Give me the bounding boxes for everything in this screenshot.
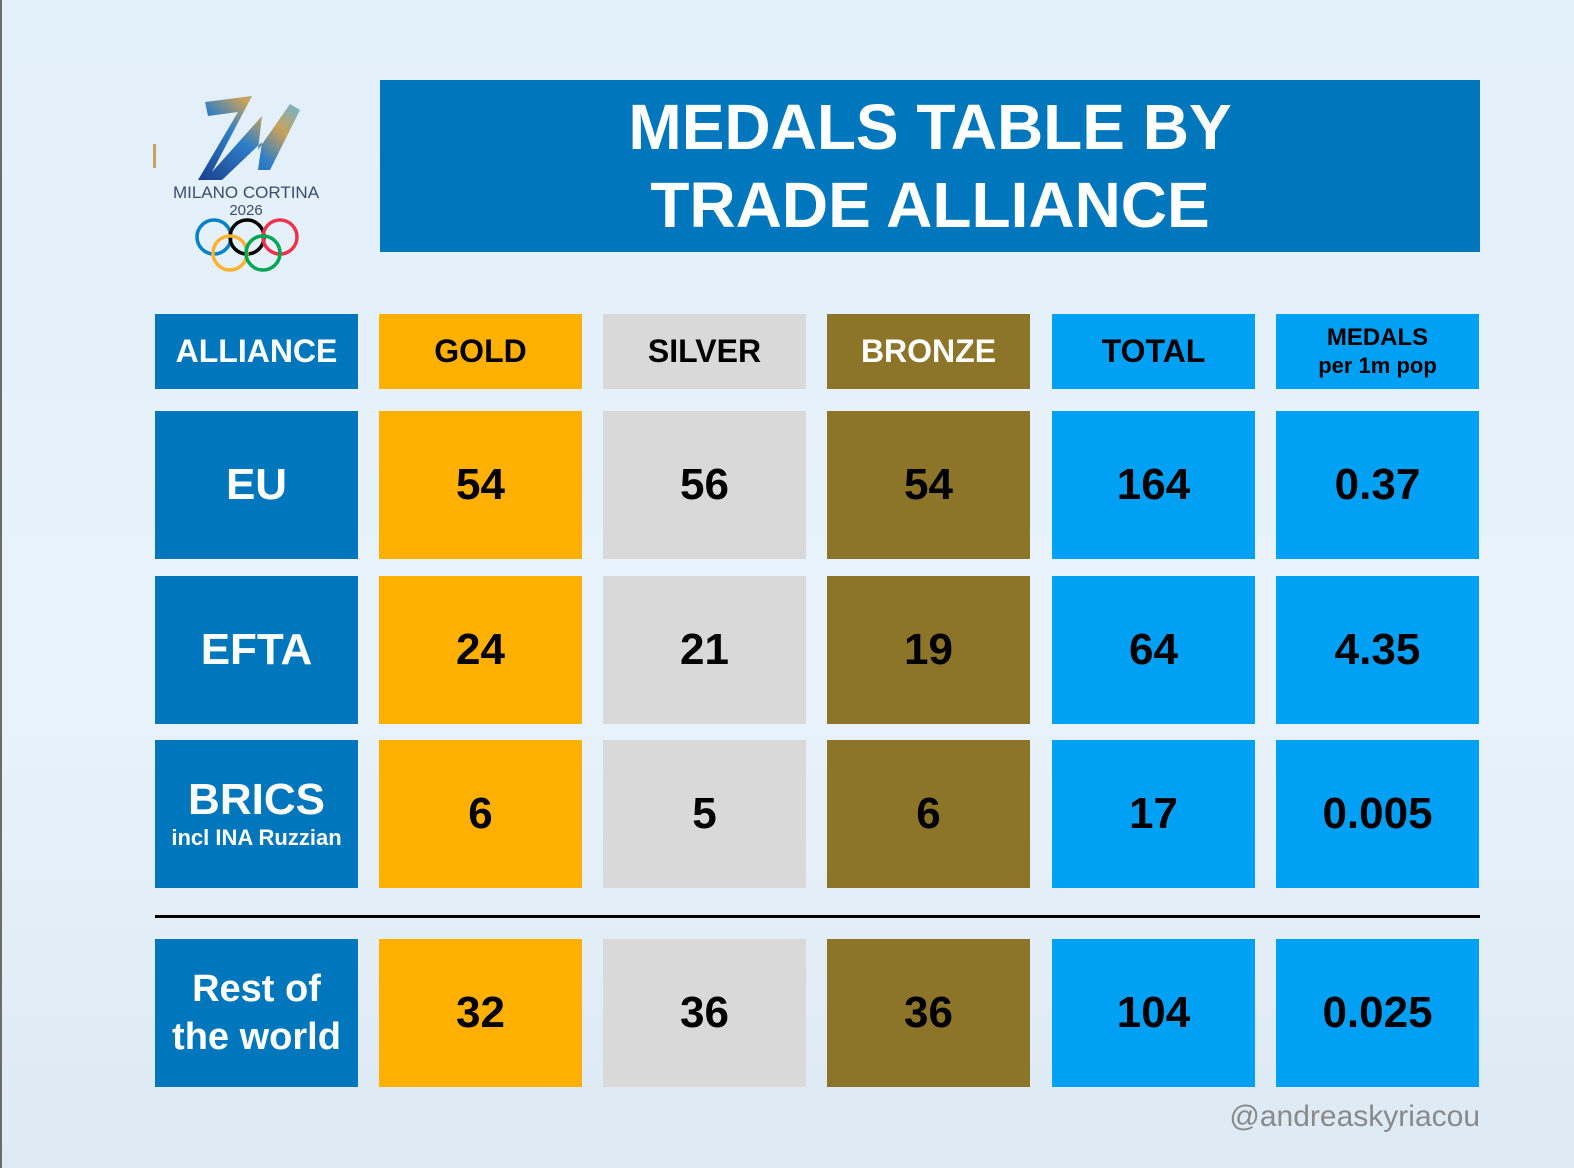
row-rest-total: 104 [1052, 939, 1255, 1087]
header-silver: SILVER [603, 314, 806, 389]
row-rest-per-pop: 0.025 [1276, 939, 1479, 1087]
milano-cortina-logo: MILANO CORTINA 2026 [153, 96, 320, 272]
section-divider [155, 915, 1480, 918]
row-eu-gold: 54 [379, 411, 582, 559]
row-efta-silver: 21 [603, 576, 806, 724]
row-efta-total: 64 [1052, 576, 1255, 724]
row-brics-bronze: 6 [827, 740, 1030, 888]
row-brics-alliance: BRICS incl INA Ruzzian [155, 740, 358, 888]
row-brics-silver: 5 [603, 740, 806, 888]
header-medals-label: MEDALS [1326, 323, 1429, 351]
alliance-label: EU [225, 460, 288, 509]
row-efta-gold: 24 [379, 576, 582, 724]
author-credit: @andreaskyriacou [1229, 1100, 1480, 1133]
alliance-label: EFTA [200, 625, 313, 674]
header-alliance: ALLIANCE [155, 314, 358, 389]
header-gold: GOLD [379, 314, 582, 389]
row-eu-bronze: 54 [827, 411, 1030, 559]
row-brics-total: 17 [1052, 740, 1255, 888]
olympic-rings-icon [195, 218, 299, 272]
logo-brand-line1: MILANO CORTINA [173, 183, 320, 202]
header-per-pop-label: per 1m pop [1318, 352, 1437, 378]
alliance-note: incl INA Ruzzian [171, 825, 342, 850]
title-banner: MEDALS TABLE BY TRADE ALLIANCE [380, 80, 1480, 252]
left-border-line [0, 0, 2, 1168]
title-line2: TRADE ALLIANCE [650, 169, 1210, 241]
games-emblem-icon [153, 96, 300, 180]
alliance-label-line2: the world [172, 1016, 341, 1058]
row-brics-per-pop: 0.005 [1276, 740, 1479, 888]
row-efta-alliance: EFTA [155, 576, 358, 724]
row-eu-total: 164 [1052, 411, 1255, 559]
row-eu-alliance: EU [155, 411, 358, 559]
row-eu-silver: 56 [603, 411, 806, 559]
logo-brand-line2: 2026 [229, 202, 262, 219]
row-rest-gold: 32 [379, 939, 582, 1087]
row-rest-alliance: Rest of the world [155, 939, 358, 1087]
alliance-label: BRICS [188, 775, 325, 824]
row-efta-per-pop: 4.35 [1276, 576, 1479, 724]
title-line1: MEDALS TABLE BY [628, 91, 1232, 163]
row-rest-silver: 36 [603, 939, 806, 1087]
row-efta-bronze: 19 [827, 576, 1030, 724]
header-total: TOTAL [1052, 314, 1255, 389]
row-brics-gold: 6 [379, 740, 582, 888]
header-medals-per-pop: MEDALS per 1m pop [1276, 314, 1479, 389]
row-rest-bronze: 36 [827, 939, 1030, 1087]
row-eu-per-pop: 0.37 [1276, 411, 1479, 559]
alliance-label-line1: Rest of [192, 968, 321, 1010]
header-bronze: BRONZE [827, 314, 1030, 389]
